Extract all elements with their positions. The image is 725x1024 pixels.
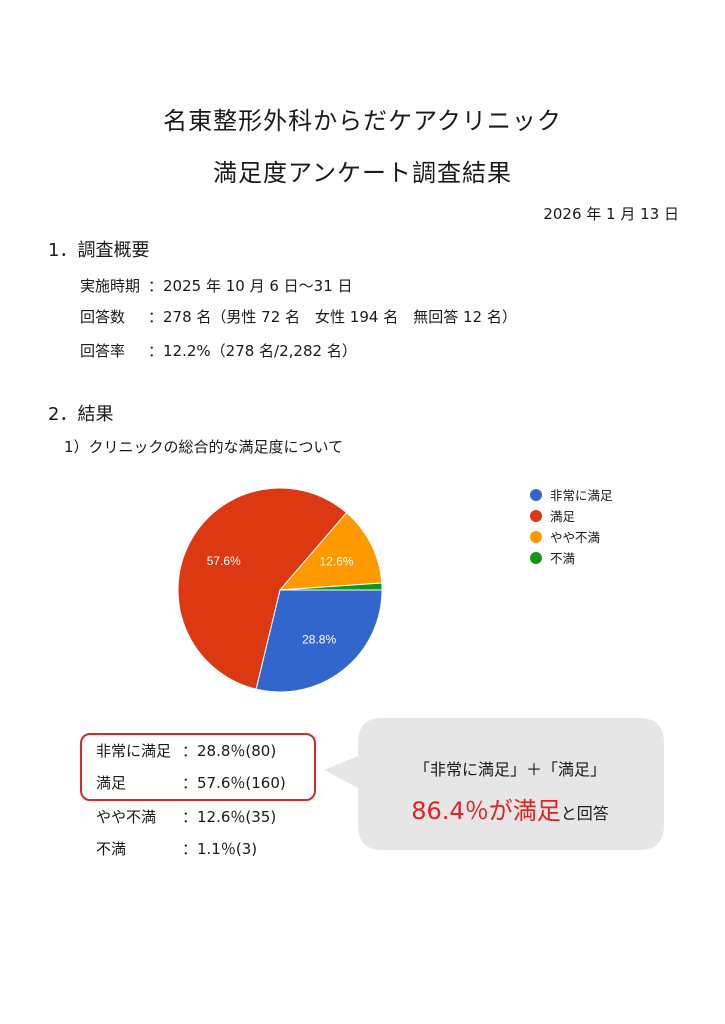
result-row-satisfied: 満足 ：57.6％(160) [96, 772, 286, 793]
callout-highlight: 86.4％が満足 [411, 797, 561, 825]
legend-swatch [530, 530, 542, 543]
result-label: 非常に満足 [96, 742, 172, 760]
section1-heading: 1．調査概要 [48, 240, 150, 261]
chart-legend: 非常に満足 満足 やや不満 不満 [530, 484, 613, 568]
result-value: ：12.6％(35) [182, 808, 277, 826]
callout-bubble [324, 718, 664, 850]
legend-item: 不満 [530, 547, 613, 568]
callout-suffix: と回答 [560, 804, 609, 823]
legend-label: 不満 [550, 551, 576, 566]
pie-svg: 28.8% 57.6% 12.6% [177, 487, 383, 693]
survey-period-row: 実施時期 ：2025 年 10 月 6 日～31 日 [80, 275, 353, 296]
legend-item: 満足 [530, 505, 613, 526]
pie-slice [278, 511, 383, 591]
pie-slice [279, 582, 383, 591]
section2-heading: 2．結果 [48, 404, 114, 425]
result-row-somewhat-dissatisfied: やや不満 ：12.6％(35) [96, 806, 276, 827]
result-row-very-satisfied: 非常に満足 ：28.8％(80) [96, 740, 276, 761]
result-value: ：57.6％(160) [182, 774, 286, 792]
legend-swatch [530, 488, 542, 501]
survey-period-value: ：2025 年 10 月 6 日～31 日 [148, 277, 353, 295]
survey-period-label: 実施時期 [80, 277, 141, 295]
result-label: 不満 [96, 840, 127, 858]
result-value: ：1.1％(3) [182, 840, 258, 858]
section2-subheading: 1）クリニックの総合的な満足度について [64, 438, 344, 456]
satisfaction-pie-chart: 28.8% 57.6% 12.6% [160, 470, 400, 710]
legend-label: やや不満 [550, 530, 601, 545]
result-row-dissatisfied: 不満 ：1.1％(3) [96, 838, 257, 859]
pie-slice-label: 57.6% [207, 554, 241, 568]
result-label: やや不満 [96, 808, 157, 826]
page-subtitle: 満足度アンケート調査結果 [212, 159, 513, 187]
response-count-label: 回答数 [80, 308, 126, 326]
result-label: 満足 [96, 774, 127, 792]
response-rate-value: ：12.2%（278 名/2,282 名） [148, 342, 357, 360]
callout-line1: 「非常に満足」＋「満足」 [413, 760, 606, 779]
page-title: 名東整形外科からだケアクリニック [163, 107, 562, 135]
pie-slice [255, 589, 383, 693]
legend-label: 非常に満足 [550, 488, 613, 503]
pie-slice-label: 12.6% [320, 555, 354, 569]
document-date: 2026 年 1 月 13 日 [543, 205, 679, 223]
result-value: ：28.8％(80) [182, 742, 277, 760]
legend-swatch [530, 551, 542, 564]
response-rate-row: 回答率 ：12.2%（278 名/2,282 名） [80, 340, 357, 361]
highlight-box [80, 733, 316, 801]
callout-line2: 86.4％が満足と回答 [360, 791, 660, 826]
legend-swatch [530, 509, 542, 522]
response-count-row: 回答数 ：278 名（男性 72 名 女性 194 名 無回答 12 名） [80, 306, 517, 327]
legend-label: 満足 [550, 509, 576, 524]
pie-slice [177, 487, 348, 690]
pie-slice-label: 28.8% [302, 633, 336, 647]
legend-item: 非常に満足 [530, 484, 613, 505]
response-rate-label: 回答率 [80, 342, 126, 360]
response-count-value: ：278 名（男性 72 名 女性 194 名 無回答 12 名） [148, 308, 517, 326]
legend-item: やや不満 [530, 526, 613, 547]
